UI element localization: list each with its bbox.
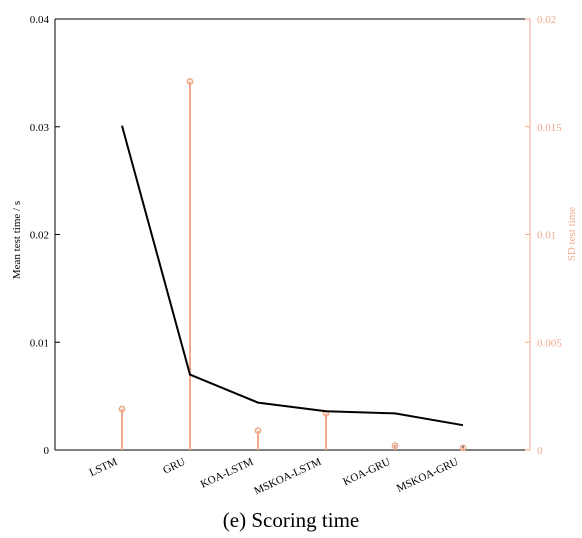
chart: 0 0.01 0.02 0.03 0.04 0 0.005 0.01 0.015 0.02 LSTM… [11, 14, 578, 497]
category-label: KOA-GRU [341, 456, 392, 488]
stem-marker [254, 427, 262, 435]
stem-series [118, 78, 467, 452]
mean-line [121, 125, 464, 427]
right-tick-label: 0 [537, 445, 543, 457]
right-tick-label: 0.005 [537, 337, 562, 349]
category-label: MSKOA-GRU [395, 456, 460, 495]
right-tick-label: 0.01 [537, 230, 556, 242]
category-label: MSKOA-LSTM [252, 456, 323, 498]
stem-marker [391, 442, 399, 450]
left-tick-label: 0.02 [30, 230, 49, 242]
stem-marker [186, 78, 194, 85]
left-tick-label: 0.04 [30, 14, 50, 26]
labels: 0 0.01 0.02 0.03 0.04 0 0.005 0.01 0.015 0.02 LSTM… [11, 14, 578, 497]
left-tick-label: 0 [44, 445, 50, 457]
chart-caption: (e) Scoring time [222, 508, 360, 532]
axes [54, 18, 531, 451]
right-tick-label: 0.02 [537, 14, 556, 26]
right-axis-label: SD test time [566, 207, 578, 262]
line-series [121, 125, 464, 427]
left-axis-label: Mean test time / s [11, 201, 23, 279]
category-label: KOA-LSTM [199, 456, 256, 491]
stem-marker [459, 444, 467, 452]
stem-marker [118, 405, 126, 413]
left-tick-label: 0.01 [30, 337, 49, 349]
left-tick-label: 0.03 [30, 122, 50, 134]
right-tick-label: 0.015 [537, 122, 562, 134]
category-label: GRU [161, 456, 187, 477]
category-label: LSTM [88, 456, 120, 479]
